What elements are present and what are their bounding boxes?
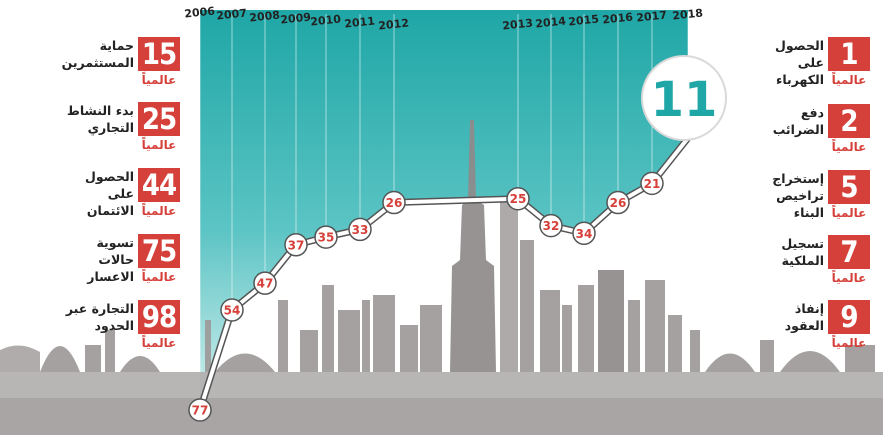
rank-marker-2012: 26 bbox=[382, 190, 406, 215]
panel-label: حماية المستثمرين bbox=[61, 38, 134, 70]
left-panel-2: 25 بدء النشاط التجاري عالمياً bbox=[62, 102, 182, 156]
right-panel-3: 5 إستخراج تراخيص البناء عالمياً bbox=[752, 170, 872, 224]
highlight-badge-value: 11 bbox=[651, 72, 718, 128]
marker-circle bbox=[314, 225, 338, 249]
year-label-2007: 2007 bbox=[216, 6, 248, 22]
marker-value: 77 bbox=[192, 404, 209, 418]
year-label-2013: 2013 bbox=[502, 16, 534, 32]
year-label-2008: 2008 bbox=[249, 8, 281, 24]
left-panel-3: 44 الحصول على الائتمان عالمياً bbox=[62, 168, 182, 222]
marker-value: 35 bbox=[318, 231, 335, 245]
panel-label: دفع الضرائب bbox=[772, 105, 824, 137]
year-label-2012: 2012 bbox=[378, 16, 410, 32]
rank-marker-2009: 37 bbox=[284, 233, 308, 257]
rank-marker-2010: 35 bbox=[314, 225, 338, 249]
panel-global: عالمياً bbox=[831, 336, 867, 350]
panel-global: عالمياً bbox=[831, 271, 867, 285]
rank-marker-2013: 25 bbox=[506, 186, 530, 211]
year-label-2006: 2006 bbox=[184, 4, 216, 20]
marker-value: 21 bbox=[644, 177, 661, 191]
marker-circle bbox=[220, 298, 244, 322]
year-label-2018: 2018 bbox=[672, 6, 704, 22]
year-label-2010: 2010 bbox=[310, 12, 342, 28]
panel-global: عالمياً bbox=[831, 140, 867, 154]
marker-circle bbox=[284, 233, 308, 257]
right-panel-2: 2 دفع الضرائب عالمياً bbox=[752, 104, 872, 158]
rank-marker-2014: 32 bbox=[539, 213, 563, 238]
marker-value: 47 bbox=[257, 277, 274, 291]
panel-rank: 5 bbox=[828, 170, 870, 204]
marker-value: 33 bbox=[352, 223, 369, 237]
rank-marker-2011: 33 bbox=[348, 217, 372, 242]
city-skyline-illustration bbox=[0, 120, 883, 435]
panel-global: عالمياً bbox=[831, 206, 867, 220]
year-label-2011: 2011 bbox=[344, 14, 376, 30]
rank-marker-2006: 77 bbox=[188, 398, 212, 422]
panel-label: إنفاذ العقود bbox=[784, 301, 824, 333]
marker-circle bbox=[506, 186, 530, 211]
panel-rank: 25 bbox=[138, 102, 180, 136]
marker-circle bbox=[539, 213, 563, 238]
chart-area-fill bbox=[200, 10, 688, 410]
rank-marker-2017: 21 bbox=[640, 171, 664, 196]
right-panel-5: 9 إنفاذ العقود عالمياً bbox=[752, 300, 872, 354]
year-label-2015: 2015 bbox=[568, 12, 600, 28]
panel-rank: 75 bbox=[138, 234, 180, 268]
panel-global: عالمياً bbox=[831, 73, 867, 87]
panel-global: عالمياً bbox=[141, 138, 177, 152]
panel-label: تسجيل الملكية bbox=[781, 236, 824, 268]
panel-rank: 44 bbox=[138, 168, 180, 202]
rank-marker-2016: 26 bbox=[606, 190, 630, 215]
panel-rank: 98 bbox=[138, 300, 180, 334]
year-label-2014: 2014 bbox=[535, 14, 567, 30]
panel-rank: 7 bbox=[828, 235, 870, 269]
year-label-2017: 2017 bbox=[636, 8, 668, 24]
right-panel-4: 7 تسجيل الملكية عالمياً bbox=[752, 235, 872, 289]
rank-marker-2008: 47 bbox=[253, 271, 277, 295]
panel-label: التجارة عبر الحدود bbox=[65, 301, 134, 333]
marker-circle bbox=[188, 398, 212, 422]
panel-label: الحصول على الائتمان bbox=[85, 169, 134, 218]
panel-label: الحصول على الكهرباء bbox=[775, 38, 824, 87]
marker-circle bbox=[253, 271, 277, 295]
area-fill bbox=[200, 10, 688, 410]
marker-circle bbox=[606, 190, 630, 215]
marker-value: 26 bbox=[386, 196, 403, 210]
highlight-badge: 11 bbox=[641, 55, 727, 141]
panel-label: إستخراج تراخيص البناء bbox=[772, 171, 824, 220]
rank-marker-2015: 34 bbox=[572, 221, 596, 246]
right-panel-1: 1 الحصول على الكهرباء عالمياً bbox=[752, 37, 872, 91]
panel-global: عالمياً bbox=[141, 73, 177, 87]
year-label-2016: 2016 bbox=[602, 10, 634, 26]
marker-circle bbox=[640, 171, 664, 196]
panel-rank: 9 bbox=[828, 300, 870, 334]
marker-value: 25 bbox=[510, 192, 527, 206]
panel-global: عالمياً bbox=[141, 336, 177, 350]
marker-circle bbox=[572, 221, 596, 246]
panel-rank: 1 bbox=[828, 37, 870, 71]
left-panel-5: 98 التجارة عبر الحدود عالمياً bbox=[62, 300, 182, 354]
marker-value: 34 bbox=[576, 227, 593, 241]
panel-rank: 2 bbox=[828, 104, 870, 138]
marker-value: 26 bbox=[610, 196, 627, 210]
marker-value: 32 bbox=[543, 219, 560, 233]
year-label-2009: 2009 bbox=[280, 10, 312, 26]
panel-global: عالمياً bbox=[141, 270, 177, 284]
marker-value: 54 bbox=[224, 304, 241, 318]
panel-label: تسوية حالات الاعسار bbox=[87, 235, 134, 284]
panel-label: بدء النشاط التجاري bbox=[66, 103, 134, 135]
left-panel-1: 15 حماية المستثمرين عالمياً bbox=[62, 37, 182, 91]
highlight-badge-circle bbox=[641, 55, 727, 141]
marker-circle bbox=[348, 217, 372, 242]
marker-circle bbox=[382, 190, 406, 215]
rank-markers: 77 54 47 37 35 33 26 25 32 34 26 21 bbox=[188, 171, 664, 422]
rank-marker-2007: 54 bbox=[220, 298, 244, 322]
panel-global: عالمياً bbox=[141, 204, 177, 218]
left-panel-4: 75 تسوية حالات الاعسار عالمياً bbox=[62, 234, 182, 288]
panel-rank: 15 bbox=[138, 37, 180, 71]
marker-value: 37 bbox=[288, 238, 305, 252]
